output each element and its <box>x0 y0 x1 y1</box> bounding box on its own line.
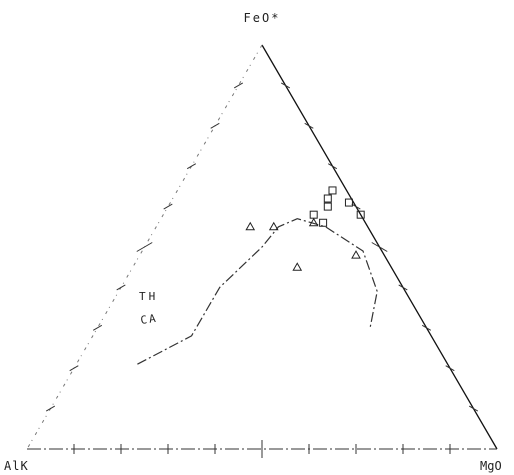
square-point-6 <box>344 198 353 207</box>
triangle-point-3 <box>268 221 279 231</box>
vertex-label-right: MgO <box>480 459 502 473</box>
right-axis-tick-6 <box>398 284 408 291</box>
left-axis-tick-9 <box>45 405 56 412</box>
square-point-7 <box>356 210 365 219</box>
curve-label-ca: CA <box>140 312 159 327</box>
right-axis-tick-1 <box>280 82 291 89</box>
right-axis-tick-2 <box>304 122 314 129</box>
left-axis-tick-7 <box>92 324 103 331</box>
curve-layer <box>137 218 378 365</box>
right-axis-tick-7 <box>421 324 432 331</box>
triangle-point-5 <box>351 250 361 259</box>
right-axis-tick-8 <box>445 365 455 372</box>
curve-label-th: TH <box>139 290 158 303</box>
triangle-point-1 <box>245 221 256 231</box>
square-point-1 <box>309 210 318 219</box>
left-axis-tick-5 <box>136 242 153 252</box>
triangle-point-2 <box>292 262 303 271</box>
axis-ticks <box>45 82 479 458</box>
vertex-label-top: FeO* <box>244 11 281 25</box>
left-axis-tick-1 <box>233 82 244 89</box>
right-axis-tick-4 <box>351 203 361 210</box>
square-point-4 <box>323 194 332 203</box>
square-point-5 <box>328 186 337 195</box>
triangle-point-4 <box>308 217 319 227</box>
right-axis-tick-9 <box>468 405 479 412</box>
vertex-label-left: AlK <box>4 459 29 473</box>
right-axis-tick-5 <box>371 242 388 252</box>
left-axis-tick-6 <box>116 284 126 291</box>
square-point-2 <box>319 218 328 227</box>
th-ca-boundary-curve <box>137 218 378 365</box>
left-axis-tick-3 <box>186 163 197 170</box>
left-axis-tick-8 <box>69 365 79 372</box>
square-point-3 <box>323 202 332 211</box>
points-layer <box>245 186 365 271</box>
right-axis-tick-3 <box>327 163 338 170</box>
left-axis-tick-4 <box>163 203 173 210</box>
left-axis-tick-2 <box>210 122 220 129</box>
